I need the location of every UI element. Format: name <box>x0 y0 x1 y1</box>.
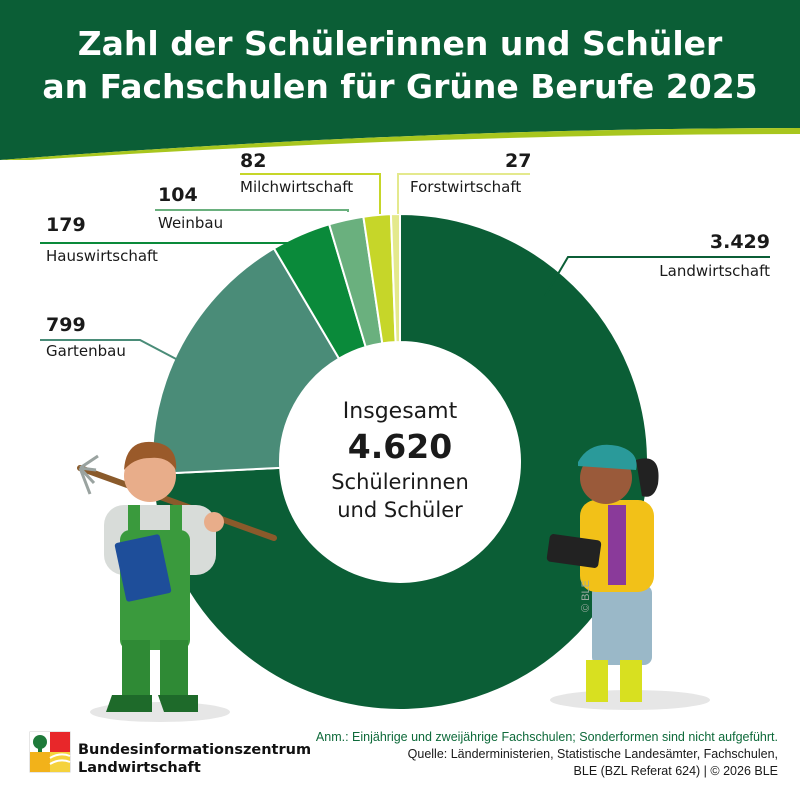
donut-center-text: Insgesamt 4.620 Schülerinnen und Schüler <box>300 398 500 524</box>
donut-slices <box>151 212 649 711</box>
center-unit-2: und Schüler <box>337 498 463 522</box>
slice-landwirtschaft <box>151 212 649 711</box>
footnote-annotation: Anm.: Einjährige und zweijährige Fachsch… <box>315 730 778 744</box>
slice-gartenbau <box>151 247 341 476</box>
label-name-hauswirtschaft: Hauswirtschaft <box>46 247 158 265</box>
label-value-weinbau: 104 <box>158 184 198 206</box>
label-name-milchwirtschaft: Milchwirtschaft <box>240 178 354 196</box>
label-value-gartenbau: 799 <box>46 314 86 336</box>
center-unit-1: Schülerinnen <box>331 470 469 494</box>
woman-illustration <box>546 444 710 710</box>
donut-hole <box>281 343 519 581</box>
leader-line-gartenbau <box>40 339 179 361</box>
chart-title: Zahl der Schülerinnen und Schüler an Fac… <box>0 22 800 108</box>
label-value-milchwirtschaft: 82 <box>240 150 267 172</box>
label-value-forstwirtschaft: 27 <box>505 150 532 172</box>
footnote-source-1: Quelle: Länderministerien, Statistische … <box>407 747 778 761</box>
label-name-weinbau: Weinbau <box>158 214 224 232</box>
leader-line-landwirtschaft <box>544 256 770 297</box>
center-total: 4.620 <box>347 427 453 466</box>
label-name-forstwirtschaft: Forstwirtschaft <box>410 178 522 196</box>
title-line-2: an Fachschulen für Grüne Berufe 2025 <box>42 67 758 106</box>
header-banner <box>0 0 800 160</box>
copyright-vertical: © BLE <box>580 580 592 612</box>
logo-line-2: Landwirtschaft <box>78 760 201 776</box>
leader-line-hauswirtschaft <box>40 239 301 244</box>
slice-forstwirtschaft <box>389 212 401 344</box>
logo-text: Bundesinformationszentrum Landwirtschaft <box>78 741 311 777</box>
leader-line-weinbau <box>155 209 349 212</box>
logo-line-1: Bundesinformationszentrum <box>78 742 312 758</box>
label-name-landwirtschaft: Landwirtschaft <box>659 262 770 280</box>
leader-line-forstwirtschaft <box>397 173 530 214</box>
leader-lines <box>40 173 770 361</box>
label-value-landwirtschaft: 3.429 <box>709 231 770 253</box>
title-line-1: Zahl der Schülerinnen und Schüler <box>77 24 723 63</box>
label-value-hauswirtschaft: 179 <box>46 214 86 236</box>
leader-line-milchwirtschaft <box>240 173 381 214</box>
center-label: Insgesamt <box>342 399 458 424</box>
farmer-illustration <box>77 441 277 722</box>
footnote-source-2: BLE (BZL Referat 624) | © 2026 BLE <box>573 764 778 778</box>
footnote: Anm.: Einjährige und zweijährige Fachsch… <box>316 729 778 780</box>
label-name-gartenbau: Gartenbau <box>46 342 126 360</box>
